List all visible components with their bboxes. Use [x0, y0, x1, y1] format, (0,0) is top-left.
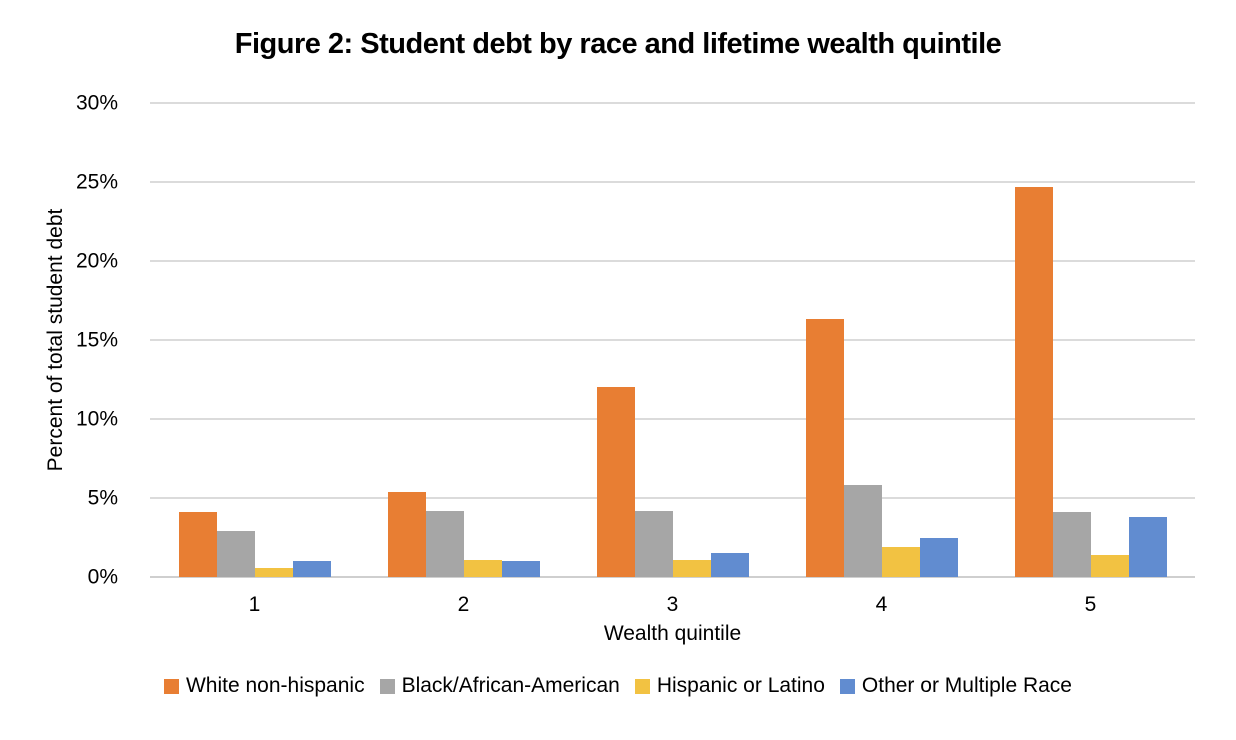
x-tick-label-3: 3 [666, 593, 679, 616]
bar-white-non-hispanic-quintile-4 [805, 319, 844, 577]
bar-black-african-american-quintile-2 [425, 510, 464, 577]
bar-other-or-multiple-race-quintile-4 [919, 537, 958, 577]
gridline-15 [150, 339, 1195, 341]
legend-label: White non-hispanic [185, 674, 365, 697]
bar-black-african-american-quintile-4 [843, 485, 882, 577]
legend-item-other-or-multiple-race: Other or Multiple Race [839, 674, 1072, 698]
x-tick-label-2: 2 [457, 593, 470, 616]
bar-white-non-hispanic-quintile-5 [1014, 186, 1053, 577]
bar-hispanic-or-latino-quintile-2 [463, 559, 502, 577]
bar-other-or-multiple-race-quintile-5 [1128, 516, 1167, 577]
gridline-5 [150, 497, 1195, 500]
y-tick-label-25: 25% [75, 170, 118, 194]
gridline-25 [150, 181, 1195, 183]
y-axis-ticks: 0% 5% 10% 15% 20% 25% 30% [0, 93, 118, 588]
gridline-30 [150, 102, 1195, 104]
bar-white-non-hispanic-quintile-2 [387, 491, 426, 577]
bar-other-or-multiple-race-quintile-1 [292, 561, 331, 577]
bar-black-african-american-quintile-5 [1052, 512, 1091, 577]
y-tick-label-5: 5% [87, 486, 118, 510]
legend-swatch-icon [163, 678, 179, 694]
bar-white-non-hispanic-quintile-1 [178, 512, 217, 577]
bar-white-non-hispanic-quintile-3 [596, 387, 635, 577]
gridline-10 [150, 418, 1195, 421]
x-tick-label-1: 1 [248, 593, 261, 616]
bar-group-quintile-2 [359, 103, 568, 577]
chart-legend: White non-hispanic Black/African-American… [0, 674, 1236, 698]
x-axis-title: Wealth quintile [603, 622, 742, 645]
plot-area [150, 102, 1195, 578]
bar-hispanic-or-latino-quintile-1 [254, 567, 293, 577]
legend-item-white-non-hispanic: White non-hispanic [163, 674, 365, 698]
legend-swatch-icon [379, 678, 395, 694]
chart-title: Figure 2: Student debt by race and lifet… [234, 28, 1002, 60]
legend-label: Hispanic or Latino [656, 674, 825, 697]
legend-item-hispanic-or-latino: Hispanic or Latino [634, 674, 825, 698]
bar-group-quintile-3 [568, 103, 777, 577]
legend-item-black-african-american: Black/African-American [379, 674, 620, 698]
y-tick-label-30: 30% [75, 91, 118, 115]
bar-group-quintile-5 [986, 103, 1195, 577]
y-tick-label-0: 0% [87, 565, 118, 589]
y-tick-label-15: 15% [75, 328, 118, 352]
bar-hispanic-or-latino-quintile-3 [672, 559, 711, 577]
bar-group-quintile-4 [777, 103, 986, 577]
bar-other-or-multiple-race-quintile-3 [710, 553, 749, 577]
x-tick-label-5: 5 [1084, 593, 1097, 616]
bar-black-african-american-quintile-3 [634, 510, 673, 577]
bar-hispanic-or-latino-quintile-5 [1090, 554, 1129, 577]
legend-label: Other or Multiple Race [861, 674, 1072, 697]
gridline-20 [150, 260, 1195, 263]
bar-hispanic-or-latino-quintile-4 [881, 546, 920, 577]
bar-black-african-american-quintile-1 [216, 531, 255, 577]
bar-other-or-multiple-race-quintile-2 [501, 561, 540, 577]
x-tick-label-4: 4 [875, 593, 888, 616]
y-tick-label-20: 20% [75, 249, 118, 273]
legend-swatch-icon [839, 678, 855, 694]
y-tick-label-10: 10% [75, 407, 118, 431]
bar-group-quintile-1 [150, 103, 359, 577]
legend-swatch-icon [634, 678, 650, 694]
gridline-0 [150, 576, 1195, 578]
legend-label: Black/African-American [401, 674, 620, 697]
